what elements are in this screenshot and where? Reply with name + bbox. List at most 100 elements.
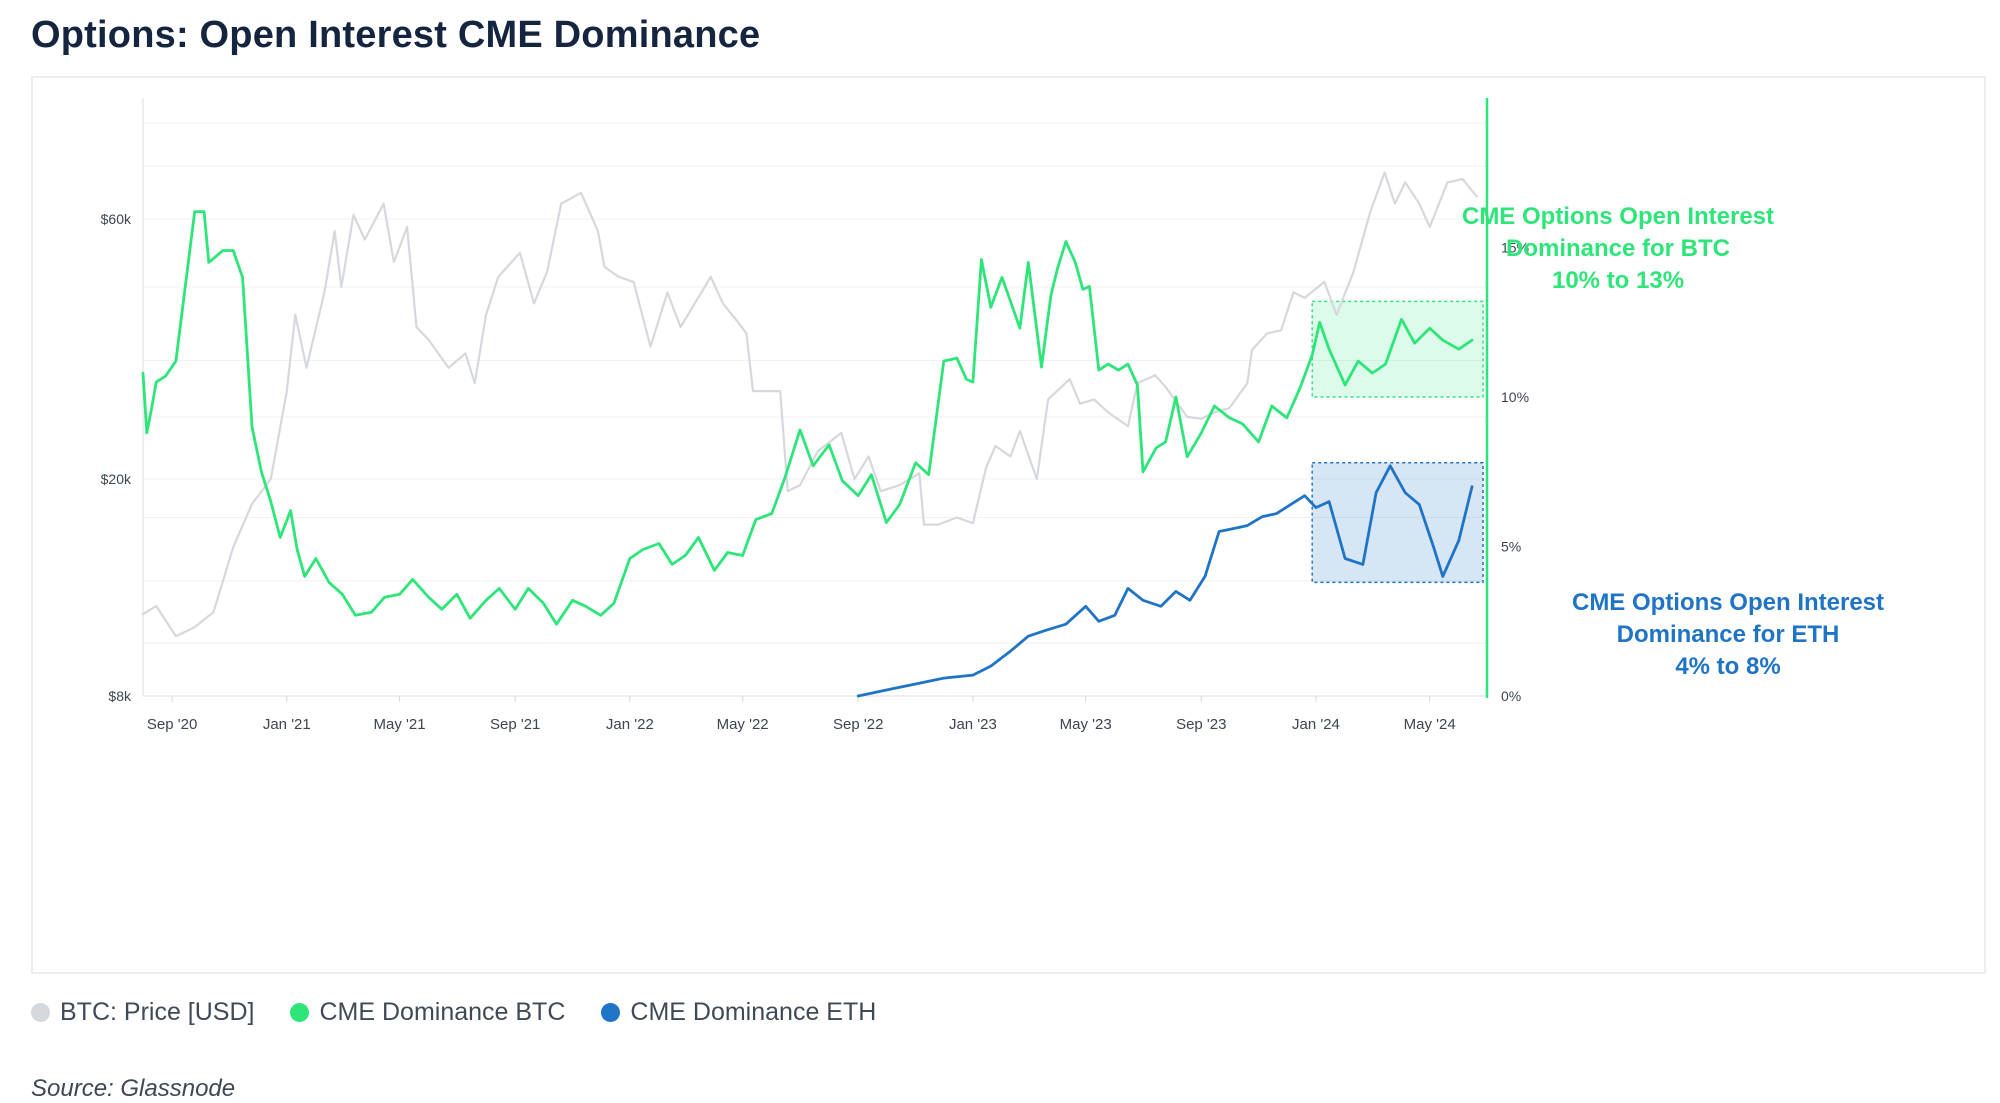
chart-svg: $8k $20k $60k 0% 5% 10% 15% Sep '20 Jan '21 May '… [101, 98, 1884, 733]
data-point-cme-dominance-btc [613, 602, 615, 604]
data-point-cme-dominance-btc [1088, 285, 1091, 287]
chart-frame: $8k $20k $60k 0% 5% 10% 15% Sep '20 Jan '21 May '… [31, 76, 1986, 974]
data-point-cme-dominance-btc [412, 578, 414, 580]
data-point-btc-price-usd [1369, 210, 1372, 212]
x-tick-label: May '21 [374, 716, 426, 733]
data-point-btc-price-usd [1246, 382, 1248, 384]
data-point-btc-price-usd [985, 466, 987, 469]
data-point-btc-price-usd [1292, 291, 1294, 293]
data-point-cme-dominance-btc [755, 518, 757, 521]
legend-item-cme-dominance-btc[interactable]: CME Dominance BTC [290, 998, 565, 1027]
y-left-tick-label: $20k [101, 471, 132, 487]
data-point-cme-dominance-btc [658, 542, 660, 545]
data-point-cme-dominance-eth [972, 674, 974, 676]
data-point-cme-dominance-btc [1319, 321, 1321, 323]
data-point-cme-dominance-btc [208, 261, 210, 264]
data-point-btc-price-usd [1280, 329, 1282, 331]
data-point-btc-price-usd [745, 332, 747, 335]
data-point-cme-dominance-btc [671, 563, 673, 566]
data-point-cme-dominance-btc [928, 474, 930, 476]
data-point-cme-dominance-btc [1009, 300, 1012, 302]
data-point-cme-dominance-btc [289, 510, 292, 512]
data-point-cme-dominance-btc [956, 357, 958, 359]
data-point-btc-price-usd [603, 266, 606, 268]
data-point-btc-price-usd [1394, 203, 1396, 205]
data-point-cme-dominance-eth [1344, 557, 1346, 560]
legend-label-btc-price: BTC: Price [USD] [60, 997, 255, 1026]
data-point-btc-price-usd [305, 367, 308, 369]
data-point-btc-price-usd [580, 192, 582, 194]
data-point-btc-price-usd [1093, 398, 1095, 400]
data-point-btc-price-usd [1336, 314, 1338, 316]
eth-annotation-text: CME Options Open Interest Dominance for E… [1572, 589, 1884, 680]
data-point-cme-dominance-btc [1458, 348, 1460, 350]
data-point-cme-dominance-btc [898, 504, 901, 506]
data-point-cme-dominance-btc [296, 548, 298, 551]
data-point-cme-dominance-eth [1160, 605, 1162, 607]
data-point-btc-price-usd [1069, 378, 1071, 380]
data-point-btc-price-usd [1200, 418, 1202, 420]
data-point-cme-dominance-btc [943, 360, 945, 362]
data-point-btc-price-usd [1383, 171, 1386, 174]
data-point-btc-price-usd [1446, 181, 1449, 184]
x-tick-label: May '23 [1060, 716, 1112, 733]
y-right-tick-label: 15% [1501, 240, 1529, 256]
data-point-btc-price-usd [142, 613, 144, 615]
data-point-btc-price-usd [1079, 403, 1081, 405]
x-tick-label: Jan '24 [1292, 716, 1340, 733]
data-point-cme-dominance-btc [972, 381, 974, 383]
data-point-cme-dominance-btc [585, 605, 587, 607]
data-point-cme-dominance-btc [784, 477, 786, 479]
data-point-cme-dominance-btc [1056, 267, 1059, 270]
data-point-cme-dominance-eth [1098, 620, 1100, 622]
data-point-btc-price-usd [1186, 416, 1188, 418]
data-point-btc-price-usd [1418, 203, 1420, 205]
series-line-btc-price-usd [141, 171, 1478, 638]
data-point-cme-dominance-btc [1127, 363, 1129, 365]
data-point-cme-dominance-btc [1328, 348, 1330, 350]
eth-highlight-box [1311, 462, 1484, 584]
data-point-cme-dominance-btc [441, 608, 443, 610]
data-point-cme-dominance-btc [642, 548, 644, 551]
data-point-cme-dominance-eth [943, 677, 945, 679]
data-point-cme-dominance-btc [270, 501, 272, 503]
data-point-cme-dominance-btc [383, 596, 386, 598]
data-point-btc-price-usd [546, 271, 548, 273]
data-point-btc-price-usd [294, 314, 296, 316]
data-point-cme-dominance-btc [1027, 261, 1029, 264]
legend-item-btc-price[interactable]: BTC: Price [USD] [31, 998, 254, 1027]
data-point-cme-dominance-btc [1175, 396, 1177, 398]
data-point-cme-dominance-btc [142, 372, 144, 374]
y-right-tick-label: 10% [1501, 389, 1529, 405]
data-point-btc-price-usd [722, 302, 724, 304]
data-point-btc-price-usd [840, 432, 842, 434]
y-left-tick-label: $8k [108, 688, 132, 704]
data-point-cme-dominance-btc [1074, 261, 1076, 264]
legend-item-cme-dominance-eth[interactable]: CME Dominance ETH [601, 998, 876, 1027]
data-point-cme-dominance-btc [146, 432, 148, 434]
data-point-cme-dominance-btc [232, 249, 234, 252]
data-point-cme-dominance-btc [1065, 240, 1067, 243]
data-point-cme-dominance-btc [527, 587, 529, 589]
data-point-cme-dominance-btc [1142, 471, 1144, 473]
y-left-tick-label: $60k [101, 211, 132, 227]
data-point-btc-price-usd [1036, 478, 1038, 480]
data-point-btc-price-usd [764, 390, 766, 392]
legend-label-cme-dominance-btc: CME Dominance BTC [319, 997, 566, 1026]
data-point-cme-dominance-btc [1471, 339, 1473, 341]
data-point-cme-dominance-eth [990, 665, 992, 667]
y-right-tick-label: 0% [1501, 688, 1521, 704]
data-point-cme-dominance-eth [1362, 563, 1364, 566]
data-point-btc-price-usd [1461, 178, 1464, 180]
data-point-btc-price-usd [194, 626, 196, 628]
data-point-cme-dominance-btc [600, 614, 602, 616]
data-point-btc-price-usd [853, 478, 856, 480]
data-point-btc-price-usd [1047, 398, 1049, 400]
data-point-cme-dominance-btc [1117, 369, 1120, 371]
series-line-cme-dominance-btc [141, 210, 1474, 626]
data-point-cme-dominance-btc [1001, 276, 1003, 278]
data-point-btc-price-usd [428, 339, 430, 341]
data-point-cme-dominance-btc [726, 551, 729, 554]
data-point-btc-price-usd [787, 490, 789, 492]
data-point-cme-dominance-btc [194, 211, 196, 213]
